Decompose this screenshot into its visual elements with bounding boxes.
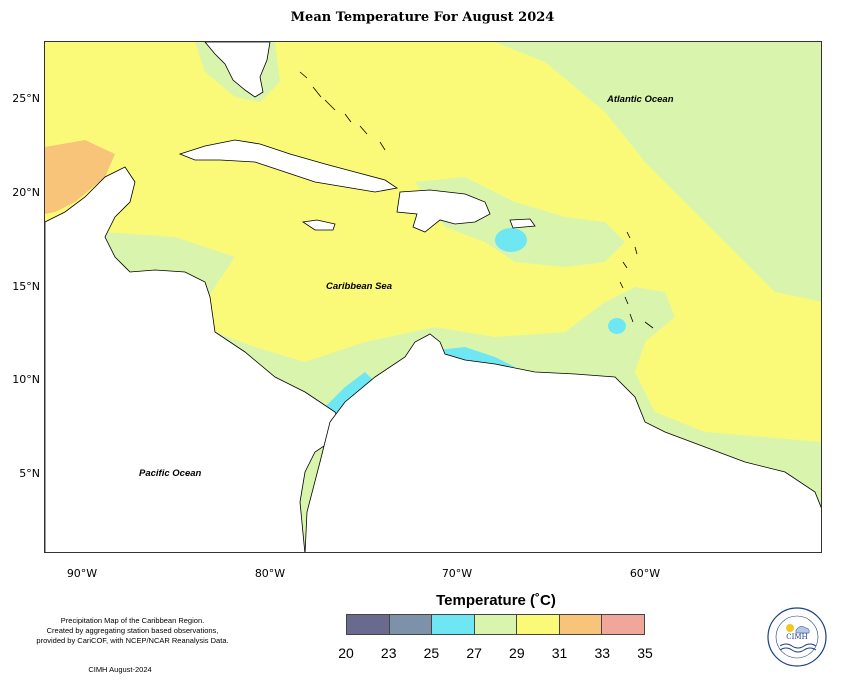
land-puerto-rico xyxy=(509,218,536,229)
legend-color-bar xyxy=(346,614,645,635)
legend-swatch-4 xyxy=(517,615,560,634)
legend-swatch-6 xyxy=(602,615,645,634)
legend-swatch-5 xyxy=(559,615,603,634)
x-tick-70w: 70°W xyxy=(441,567,473,580)
band-25-27-pr xyxy=(495,228,527,252)
legend-title: Temperature (˚C) xyxy=(436,592,556,609)
atlantic-ocean-label: Atlantic Ocean xyxy=(607,94,674,105)
land-florida xyxy=(204,42,271,98)
legend-tick-20: 20 xyxy=(338,645,354,661)
land-bahamas xyxy=(299,71,386,151)
band-25-27-central-america xyxy=(200,342,375,422)
land-lesser-antilles xyxy=(619,231,654,329)
legend-swatch-2 xyxy=(432,615,475,634)
map-canvas xyxy=(45,42,821,552)
caption: Precipitation Map of the Caribbean Regio… xyxy=(10,616,255,646)
caption-line-1: Precipitation Map of the Caribbean Regio… xyxy=(60,616,205,625)
legend-tick-33: 33 xyxy=(594,645,611,661)
land-hispaniola xyxy=(396,189,491,233)
legend-tick-29: 29 xyxy=(509,645,525,661)
caribbean-sea-label: Caribbean Sea xyxy=(326,281,392,292)
y-tick-5n: 5°N xyxy=(19,467,40,480)
legend-tick-35: 35 xyxy=(637,645,653,661)
land-central-america xyxy=(45,166,341,552)
legend-tick-23: 23 xyxy=(380,645,397,661)
land-cuba xyxy=(178,139,399,193)
legend-tick-31: 31 xyxy=(551,645,568,661)
band-31-33-gulf xyxy=(45,140,115,214)
land-jamaica xyxy=(301,219,336,231)
y-tick-20n: 20°N xyxy=(12,186,40,199)
y-tick-25n: 25°N xyxy=(12,92,40,105)
y-tick-15n: 15°N xyxy=(12,280,40,293)
x-tick-60w: 60°W xyxy=(629,567,661,580)
pacific-ocean-label: Pacific Ocean xyxy=(139,468,202,479)
legend-tick-25: 25 xyxy=(423,645,440,661)
legend-swatch-3 xyxy=(474,615,518,634)
land-south-america xyxy=(304,333,821,552)
y-tick-10n: 10°N xyxy=(12,373,40,386)
logo-text: CIMH xyxy=(786,633,808,641)
map-title: Mean Temperature For August 2024 xyxy=(290,10,555,25)
legend-tick-27: 27 xyxy=(466,645,482,661)
credit: CIMH August-2024 xyxy=(88,665,152,674)
legend-swatch-1 xyxy=(389,615,433,634)
band-27-29-atlantic xyxy=(495,42,821,302)
caption-line-2: Created by aggregating station based obs… xyxy=(46,626,219,635)
legend-swatch-0 xyxy=(347,615,390,634)
cimh-logo-icon xyxy=(767,607,827,667)
x-tick-80w: 80°W xyxy=(254,567,286,580)
caption-line-3: provided by CariCOF, with NCEP/NCAR Rean… xyxy=(36,636,229,645)
x-tick-90w: 90°W xyxy=(66,567,98,580)
temperature-map xyxy=(44,41,822,553)
band-25-27-lesser xyxy=(608,318,626,334)
